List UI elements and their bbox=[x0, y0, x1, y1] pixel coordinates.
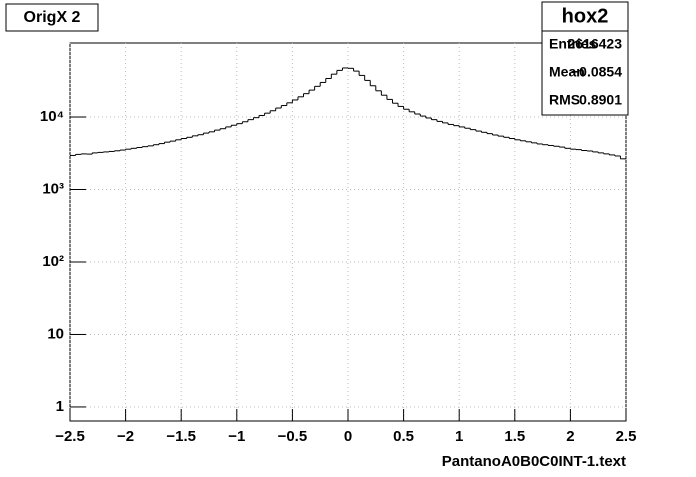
y-tick-label: 1 bbox=[56, 398, 64, 415]
stats-label: RMS bbox=[549, 92, 580, 108]
x-tick-label: −1.5 bbox=[166, 428, 196, 445]
y-tick-label: 10² bbox=[42, 253, 64, 270]
x-axis-label: PantanoA0B0C0INT-1.text bbox=[442, 453, 626, 470]
x-tick-label: 0.5 bbox=[393, 428, 414, 445]
y-tick-label: 10 bbox=[47, 325, 64, 342]
stats-label: Entries bbox=[549, 36, 597, 52]
x-tick-label: 0 bbox=[344, 428, 352, 445]
stats-box bbox=[541, 1, 629, 116]
stats-value: −0.0854 bbox=[571, 64, 622, 80]
x-tick-label: −1 bbox=[228, 428, 245, 445]
x-tick-label: −2 bbox=[117, 428, 134, 445]
title-box bbox=[5, 3, 99, 32]
x-tick-label: 2 bbox=[566, 428, 574, 445]
x-tick-label: 2.5 bbox=[616, 428, 637, 445]
stats-title: hox2 bbox=[562, 5, 609, 27]
y-tick-label: 10³ bbox=[42, 180, 64, 197]
y-tick-label: 10⁴ bbox=[40, 108, 64, 125]
stats-label: Mean bbox=[549, 64, 585, 80]
x-tick-label: −0.5 bbox=[278, 428, 308, 445]
x-tick-label: 1.5 bbox=[504, 428, 525, 445]
stats-value: 2616423 bbox=[567, 36, 622, 52]
x-tick-label: 1 bbox=[455, 428, 463, 445]
x-tick-label: −2.5 bbox=[55, 428, 85, 445]
stats-value: 0.8901 bbox=[579, 92, 622, 108]
chart-title: OrigX 2 bbox=[24, 9, 81, 26]
